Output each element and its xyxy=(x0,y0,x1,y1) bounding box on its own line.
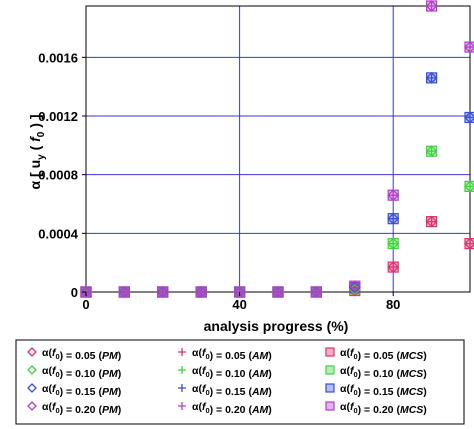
point-s3-p3 xyxy=(195,286,208,298)
point-s3-p1 xyxy=(118,286,131,298)
point-s4-p9 xyxy=(426,216,437,227)
x-tick-label-1: 40 xyxy=(232,297,246,312)
y-tick-label-2: 0.0008 xyxy=(38,168,78,183)
point-s5-p10 xyxy=(465,181,474,192)
legend-label-5: α(f0) = 0.10 (AM) xyxy=(192,365,272,380)
point-s0-p8 xyxy=(387,261,400,273)
x-axis-ticks: 0 40 80 xyxy=(82,292,400,312)
point-s7-p9 xyxy=(426,1,437,11)
legend-label-7: α(f0) = 0.20 (AM) xyxy=(192,401,272,416)
legend-marker-11 xyxy=(325,401,335,411)
legend-item-3: α(f0) = 0.20 (PM) xyxy=(27,401,121,416)
y-axis-title: α [ uy ( f0 ) ] xyxy=(27,115,47,190)
legend-marker-7 xyxy=(178,402,186,410)
point-s4-p8 xyxy=(388,262,399,273)
legend-marker-5 xyxy=(178,366,186,374)
point-s2-p8 xyxy=(387,212,400,225)
point-s2-p10 xyxy=(464,111,474,124)
point-s5-p9 xyxy=(426,146,437,157)
point-s7-p5 xyxy=(273,287,283,297)
point-s3-p0 xyxy=(80,286,92,298)
point-s7-p2 xyxy=(157,287,168,297)
point-s3-p8 xyxy=(387,189,400,202)
point-s3-p2 xyxy=(156,286,169,298)
y-axis-title-alpha: α xyxy=(27,180,43,189)
legend-label-6: α(f0) = 0.15 (AM) xyxy=(192,383,272,398)
legend-item-1: α(f0) = 0.10 (PM) xyxy=(27,365,121,380)
legend-item-11: α(f0) = 0.20 (MCS) xyxy=(325,401,427,416)
legend-marker-8 xyxy=(325,347,335,357)
legend-marker-4 xyxy=(178,348,186,356)
y-axis-title-zero: 0 xyxy=(36,131,47,137)
point-s3-p9 xyxy=(425,0,438,12)
legend-item-5: α(f0) = 0.10 (AM) xyxy=(178,365,272,380)
point-s7-p10 xyxy=(465,42,474,53)
point-s7-p1 xyxy=(119,287,130,297)
y-axis-title-y: y xyxy=(36,154,47,160)
legend-label-4: α(f0) = 0.05 (AM) xyxy=(192,347,272,362)
legend: α(f0) = 0.05 (PM) α(f0) = 0.10 (PM) α(f0) … xyxy=(15,339,465,425)
legend-marker-6 xyxy=(178,384,186,392)
legend-marker-3 xyxy=(27,401,37,411)
legend-item-9: α(f0) = 0.10 (MCS) xyxy=(325,365,427,380)
y-tick-label-4: 0.0016 xyxy=(38,50,78,65)
point-s7-p3 xyxy=(196,287,207,297)
x-tick-label-2: 80 xyxy=(386,297,400,312)
point-s4-p10 xyxy=(465,238,474,249)
point-s6-p10 xyxy=(465,112,474,123)
legend-item-0: α(f0) = 0.05 (PM) xyxy=(27,347,121,362)
legend-item-8: α(f0) = 0.05 (MCS) xyxy=(325,347,427,362)
legend-label-10: α(f0) = 0.15 (MCS) xyxy=(340,383,427,398)
point-s3-p10 xyxy=(464,41,474,53)
y-tick-label-0: 0 xyxy=(71,285,78,300)
y-axis-ticks: 0 0.0004 0.0008 0.0012 0.0016 xyxy=(38,50,86,300)
point-s0-p9 xyxy=(425,215,438,228)
legend-label-11: α(f0) = 0.20 (MCS) xyxy=(340,401,427,416)
y-axis-title-u: u xyxy=(27,160,43,169)
legend-box xyxy=(15,339,465,425)
legend-item-10: α(f0) = 0.15 (MCS) xyxy=(325,383,427,398)
grid xyxy=(86,6,470,292)
x-tick-label-0: 0 xyxy=(82,297,89,312)
legend-item-2: α(f0) = 0.15 (PM) xyxy=(27,383,121,398)
legend-label-3: α(f0) = 0.20 (PM) xyxy=(42,401,121,416)
legend-marker-10 xyxy=(325,383,335,393)
point-s6-p8 xyxy=(388,213,399,224)
legend-label-0: α(f0) = 0.05 (PM) xyxy=(42,347,121,362)
point-s7-p6 xyxy=(311,287,322,297)
point-s0-p10 xyxy=(464,237,474,250)
y-tick-label-3: 0.0012 xyxy=(38,109,78,124)
point-s3-p6 xyxy=(310,286,323,298)
legend-marker-0 xyxy=(27,347,37,357)
legend-marker-9 xyxy=(325,365,335,375)
point-s1-p8 xyxy=(387,237,400,250)
legend-label-2: α(f0) = 0.15 (PM) xyxy=(42,383,121,398)
legend-marker-2 xyxy=(27,383,37,393)
legend-item-6: α(f0) = 0.15 (AM) xyxy=(178,383,272,398)
data-markers xyxy=(80,0,474,298)
point-s2-p7 xyxy=(348,281,361,294)
point-s5-p8 xyxy=(388,238,399,249)
y-tick-label-1: 0.0004 xyxy=(38,226,79,241)
legend-label-1: α(f0) = 0.10 (PM) xyxy=(42,365,121,380)
legend-label-8: α(f0) = 0.05 (MCS) xyxy=(340,347,427,362)
point-s3-p4 xyxy=(233,286,246,298)
legend-item-7: α(f0) = 0.20 (AM) xyxy=(178,401,272,416)
point-s3-p7 xyxy=(348,280,361,293)
plot-background xyxy=(86,6,470,292)
point-s1-p9 xyxy=(425,145,438,158)
legend-marker-1 xyxy=(27,365,37,375)
series-3 xyxy=(80,0,474,298)
legend-item-4: α(f0) = 0.05 (AM) xyxy=(178,347,272,362)
point-s3-p5 xyxy=(272,286,284,298)
x-axis-title: analysis progress (%) xyxy=(204,318,349,334)
point-s6-p9 xyxy=(426,72,437,83)
point-s7-p8 xyxy=(388,190,399,201)
point-s2-p9 xyxy=(425,71,438,84)
y-axis-title-f: f xyxy=(27,136,43,142)
legend-label-9: α(f0) = 0.10 (MCS) xyxy=(340,365,427,380)
point-s1-p10 xyxy=(464,180,474,193)
y-axis-title-text: α [ uy ( f0 ) ] xyxy=(27,115,47,190)
